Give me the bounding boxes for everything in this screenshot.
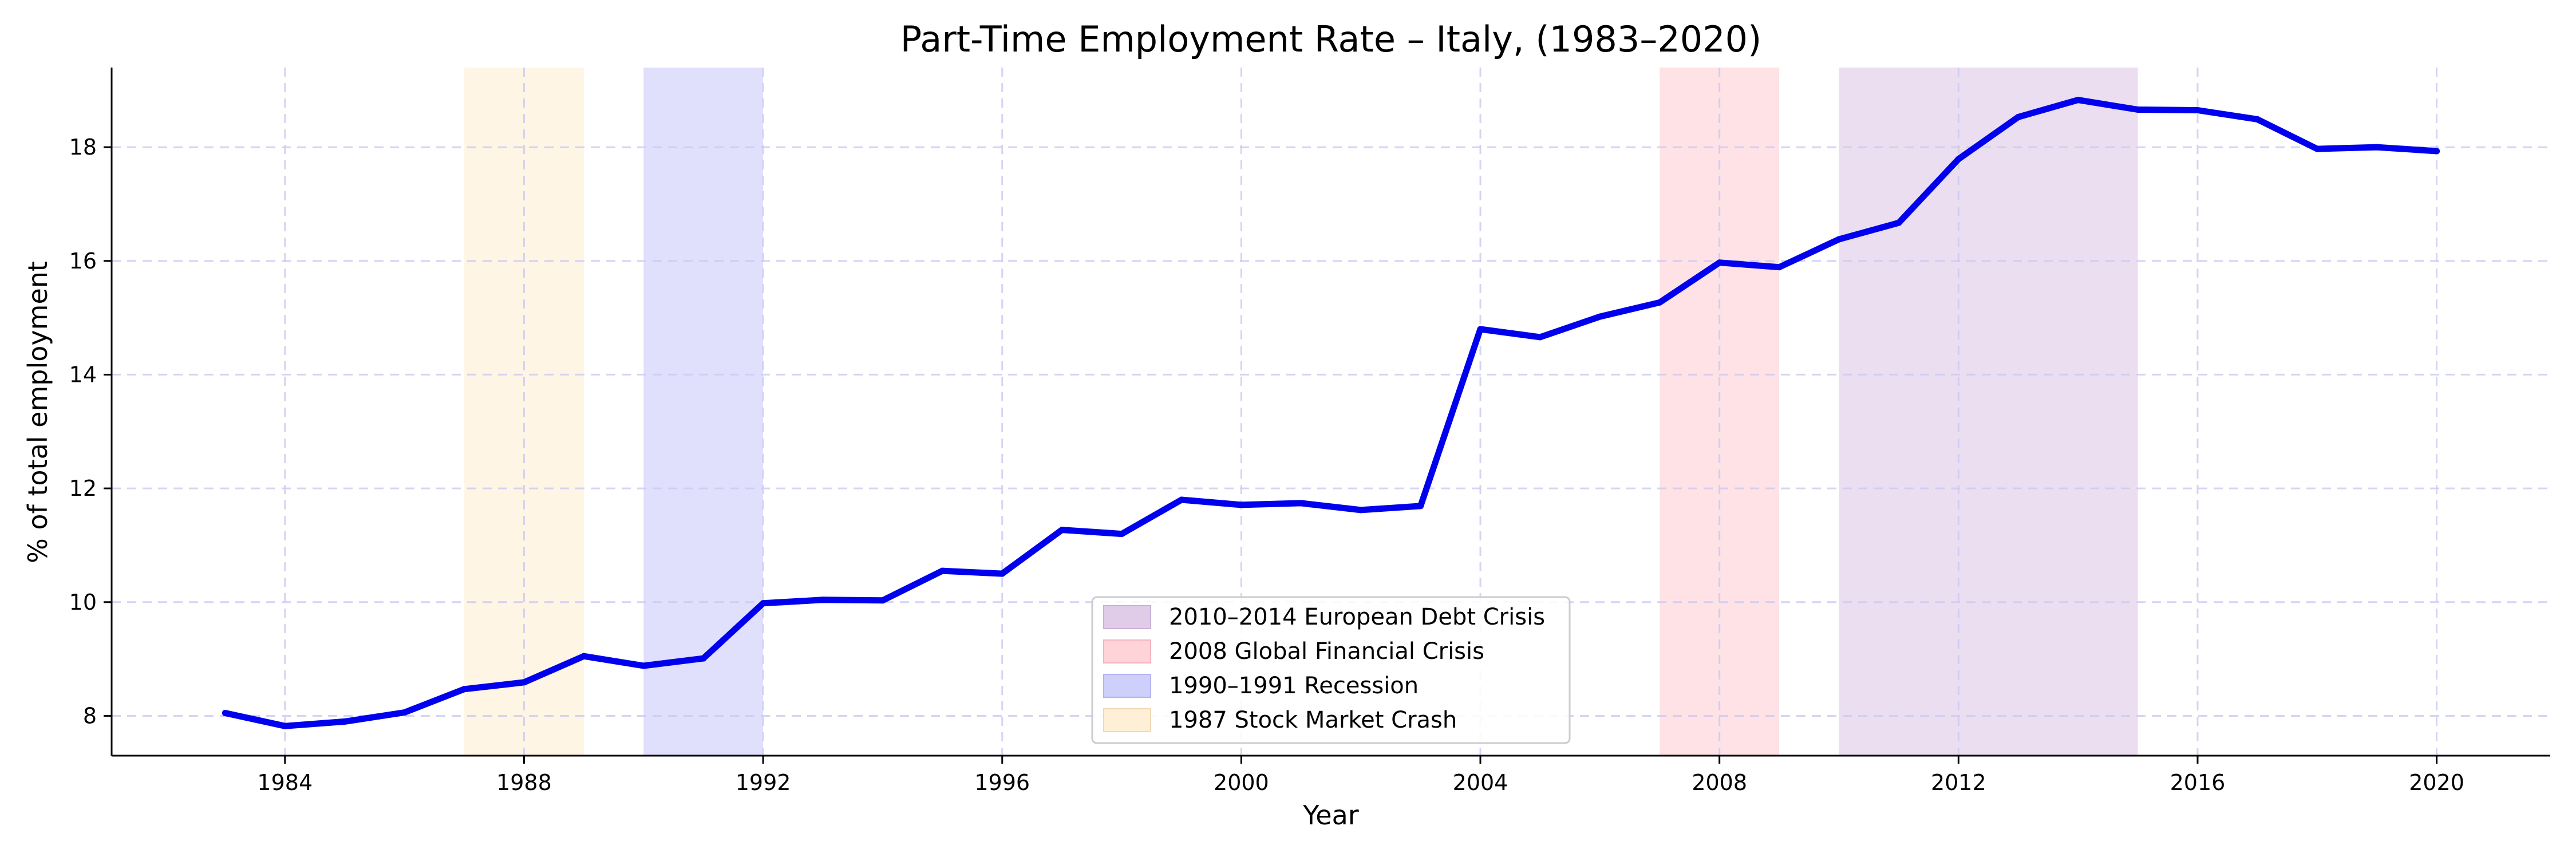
x-tick-label-9: 2020	[2409, 770, 2464, 795]
x-tick-label-1: 1988	[496, 770, 552, 795]
data-point-2000	[1238, 501, 1244, 508]
x-tick-label-8: 2016	[2170, 770, 2226, 795]
data-point-2010	[1836, 236, 1842, 243]
x-tick-label-7: 2012	[1931, 770, 1986, 795]
legend-label-recession: 1990–1991 Recession	[1169, 673, 1419, 699]
x-axis-label: Year	[1302, 800, 1358, 831]
data-point-1986	[401, 709, 408, 716]
x-tick-label-4: 2000	[1214, 770, 1269, 795]
data-point-2016	[2194, 107, 2201, 114]
x-tick-label-3: 1996	[974, 770, 1030, 795]
y-tick-label-3: 14	[69, 362, 97, 387]
data-point-2007	[1656, 299, 1663, 306]
legend: 2010–2014 European Debt Crisis 2008 Glob…	[1091, 596, 1571, 744]
data-point-1987	[461, 686, 468, 693]
series-line-0	[222, 97, 2440, 729]
data-point-1988	[520, 679, 527, 686]
data-point-2002	[1357, 507, 1364, 514]
data-point-2003	[1417, 503, 1424, 510]
data-point-2013	[2015, 113, 2022, 120]
y-tick-label-5: 18	[69, 135, 97, 160]
legend-swatch-debt-crisis	[1103, 605, 1151, 629]
data-point-2018	[2314, 145, 2321, 152]
data-point-2015	[2135, 106, 2142, 113]
y-tick-label-2: 12	[69, 476, 97, 501]
data-point-1993	[820, 597, 826, 603]
data-point-1996	[999, 570, 1006, 577]
data-point-2006	[1597, 313, 1603, 320]
data-point-1989	[580, 653, 587, 659]
data-point-1983	[222, 709, 228, 716]
data-point-2017	[2254, 116, 2261, 123]
data-point-2014	[2075, 97, 2081, 104]
data-point-2020	[2433, 148, 2440, 155]
data-point-1985	[341, 718, 348, 725]
y-tick-label-1: 10	[69, 590, 97, 615]
legend-swatch-recession	[1103, 674, 1151, 698]
x-tick-label-0: 1984	[257, 770, 313, 795]
data-point-2011	[1895, 219, 1902, 226]
data-point-2008	[1716, 259, 1723, 266]
data-point-1998	[1119, 531, 1125, 538]
data-point-1997	[1058, 527, 1065, 534]
legend-swatch-financial-crisis	[1103, 639, 1151, 663]
legend-label-debt-crisis: 2010–2014 European Debt Crisis	[1169, 604, 1545, 630]
tick-labels: 1984 1988 1992 1996 2000 2004 2008 2012 2016 2020…	[69, 135, 2464, 795]
chart-title: Part-Time Employment Rate – Italy, (1983…	[900, 18, 1762, 60]
axes	[104, 68, 2550, 764]
y-axis-label: % of total employment	[22, 261, 53, 563]
shaded-period-0	[1839, 68, 2138, 756]
data-point-2004	[1477, 326, 1484, 333]
data-point-2005	[1536, 334, 1543, 341]
data-point-1991	[700, 655, 707, 662]
legend-label-financial-crisis: 2008 Global Financial Crisis	[1169, 638, 1484, 665]
data-point-1995	[939, 567, 946, 574]
data-point-2019	[2373, 144, 2380, 151]
legend-swatch-market-crash	[1103, 708, 1151, 732]
data-point-1984	[282, 722, 289, 729]
x-tick-label-5: 2004	[1453, 770, 1508, 795]
series-layer	[222, 97, 2440, 729]
shaded-period-2	[643, 68, 764, 756]
data-point-2009	[1776, 264, 1783, 271]
legend-label-market-crash: 1987 Stock Market Crash	[1169, 707, 1457, 733]
x-tick-label-6: 2008	[1692, 770, 1747, 795]
data-point-2001	[1298, 500, 1305, 507]
y-tick-label-0: 8	[83, 703, 97, 728]
data-point-1999	[1178, 496, 1185, 503]
y-tick-label-4: 16	[69, 248, 97, 274]
data-point-2012	[1955, 156, 1962, 163]
data-point-1992	[760, 600, 767, 607]
grid	[112, 68, 2550, 756]
x-tick-label-2: 1992	[736, 770, 791, 795]
data-point-1994	[879, 597, 886, 604]
data-point-1990	[640, 662, 647, 669]
legend-frame	[1091, 596, 1571, 744]
